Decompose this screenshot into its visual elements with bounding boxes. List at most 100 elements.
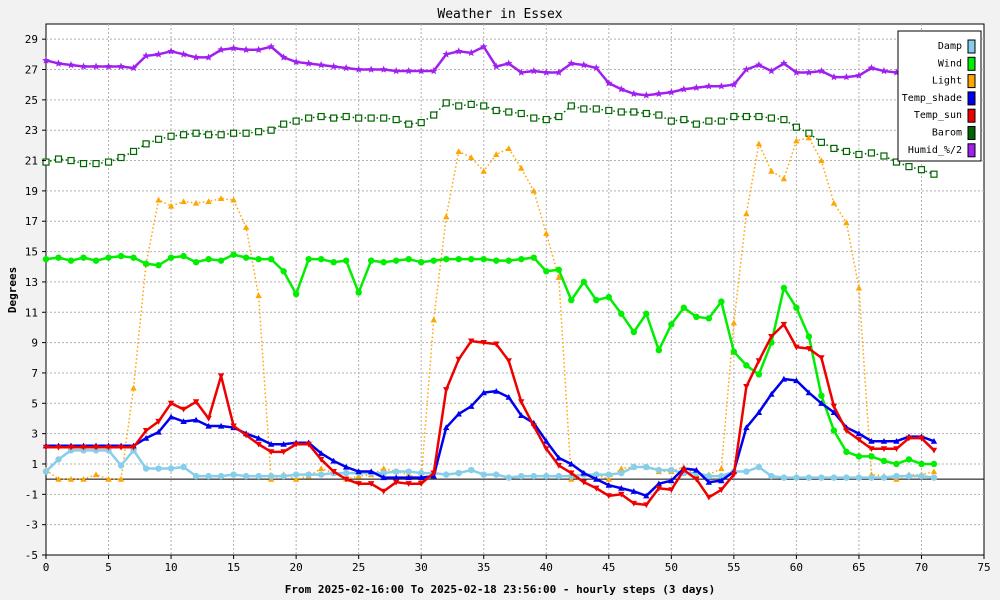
legend-label: Wind — [938, 58, 962, 69]
data-point-triangle — [893, 438, 900, 444]
data-point-triangle — [355, 468, 362, 475]
series-temp-sun — [42, 321, 938, 509]
data-point-triangle — [468, 403, 475, 409]
data-point-square — [792, 123, 801, 131]
data-point-square — [117, 153, 125, 162]
data-point-circle — [593, 296, 600, 304]
data-point-triangle-down — [493, 341, 500, 348]
data-point-triangle — [280, 441, 287, 447]
data-point-circle — [80, 254, 87, 261]
x-tick-label: 65 — [852, 561, 865, 574]
data-point-circle — [342, 469, 350, 477]
data-point-triangle — [443, 424, 450, 431]
data-point-triangle — [142, 434, 150, 441]
data-point-square — [905, 163, 913, 171]
legend-swatch — [967, 39, 976, 54]
data-point-triangle — [930, 438, 938, 444]
data-point-square — [355, 114, 363, 122]
data-point-circle — [743, 362, 750, 369]
data-point-circle — [443, 471, 450, 478]
data-point-triangle — [192, 199, 200, 206]
data-point-star — [354, 65, 363, 73]
data-point-square — [467, 100, 475, 109]
data-point-triangle-down — [555, 462, 562, 469]
data-point-circle — [743, 468, 750, 475]
legend-item-humid-2: Humid_%/2 — [908, 143, 976, 158]
data-point-triangle-down — [480, 340, 487, 346]
data-point-triangle — [392, 474, 400, 481]
data-point-square — [567, 102, 575, 110]
data-point-triangle — [380, 465, 387, 472]
data-point-star — [392, 67, 400, 75]
data-point-square — [480, 102, 488, 110]
data-point-star — [42, 56, 50, 64]
data-point-star — [667, 88, 676, 96]
data-point-square — [667, 117, 675, 125]
y-tick-label: 7 — [31, 367, 38, 380]
data-point-triangle — [618, 485, 625, 491]
data-point-triangle-down — [880, 446, 888, 452]
legend-swatch — [967, 56, 976, 71]
data-point-star — [454, 47, 463, 55]
data-point-square — [855, 150, 863, 159]
data-point-triangle — [843, 219, 850, 226]
data-point-triangle — [655, 480, 663, 487]
data-point-square — [817, 138, 826, 146]
data-point-square — [67, 156, 75, 165]
data-point-square — [692, 120, 700, 128]
data-point-triangle-down — [292, 441, 300, 448]
data-point-triangle — [130, 384, 137, 391]
data-point-triangle — [217, 195, 225, 202]
series-damp — [42, 447, 938, 481]
data-point-triangle-down — [392, 479, 400, 486]
data-point-star — [254, 45, 263, 53]
data-point-circle — [643, 310, 650, 317]
data-point-triangle — [480, 389, 487, 396]
data-point-triangle — [830, 199, 838, 206]
data-point-star — [630, 89, 638, 97]
data-point-triangle — [380, 474, 387, 481]
data-point-triangle — [793, 137, 800, 144]
data-point-circle — [130, 254, 137, 261]
data-point-circle — [543, 268, 550, 275]
data-point-triangle — [530, 187, 537, 194]
data-point-square — [605, 106, 613, 115]
data-point-circle — [668, 321, 675, 328]
data-point-star — [342, 64, 350, 72]
data-point-square — [492, 106, 500, 115]
series-line-temp-shade — [46, 377, 935, 498]
data-point-triangle-down — [830, 403, 838, 410]
data-point-circle — [217, 472, 225, 480]
data-point-triangle — [768, 167, 775, 174]
data-point-circle — [805, 333, 813, 340]
data-point-star — [429, 67, 438, 75]
data-point-circle — [305, 471, 312, 478]
data-point-circle — [117, 462, 125, 469]
data-point-triangle — [505, 394, 512, 400]
data-point-triangle-down — [67, 444, 75, 451]
x-axis-label: From 2025-02-16:00 To 2025-02-18 23:56:0… — [285, 583, 715, 596]
data-point-triangle — [443, 213, 450, 220]
y-tick-label: -5 — [25, 549, 38, 562]
data-point-star — [855, 71, 863, 79]
x-tick-label: 0 — [43, 561, 50, 574]
y-tick-label: 15 — [25, 246, 38, 259]
data-point-triangle — [367, 468, 375, 475]
y-tick-label: 29 — [25, 33, 38, 46]
data-point-circle — [593, 471, 600, 478]
data-point-square — [630, 108, 638, 116]
data-point-star — [680, 85, 688, 93]
data-point-triangle — [880, 438, 888, 444]
y-tick-label: 9 — [31, 337, 38, 350]
data-point-square — [892, 158, 901, 166]
y-tick-label: 27 — [25, 64, 38, 77]
data-point-triangle-down — [518, 399, 525, 405]
data-point-square — [104, 158, 113, 166]
data-point-triangle — [605, 482, 612, 488]
data-point-circle — [192, 472, 200, 480]
data-point-circle — [705, 472, 713, 480]
data-point-circle — [718, 472, 725, 480]
x-tick-label: 30 — [415, 561, 428, 574]
data-point-triangle — [468, 154, 475, 161]
data-point-triangle — [217, 422, 225, 429]
